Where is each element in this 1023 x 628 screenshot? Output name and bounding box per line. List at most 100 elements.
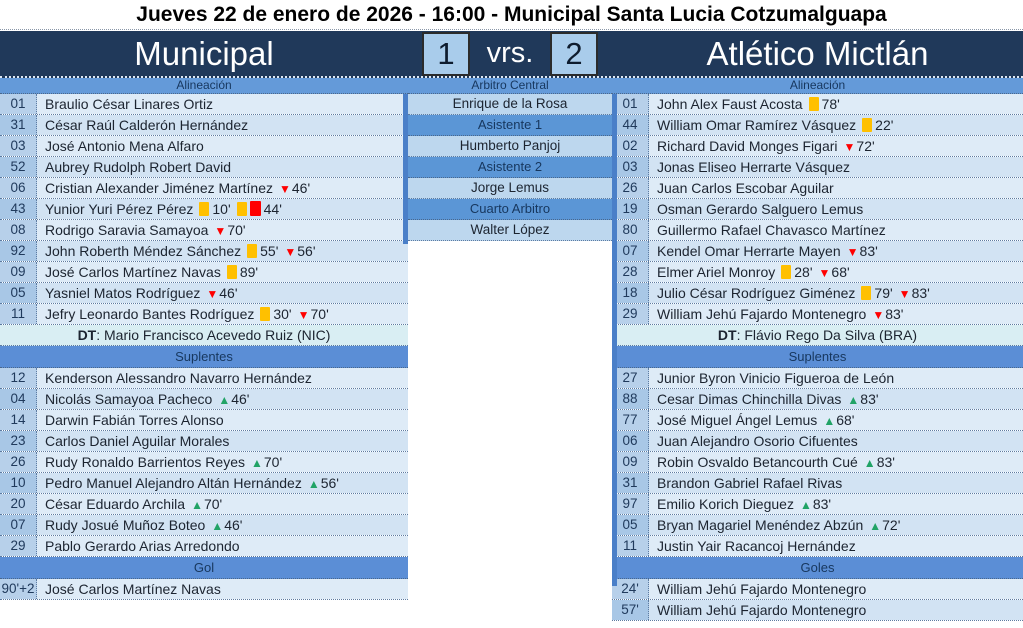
- player-row: 02 Richard David Monges Figari ▼72': [612, 136, 1023, 157]
- shirt-number: 92: [0, 241, 37, 261]
- away-subs-list: 27 Junior Byron Vinicio Figueroa de León 8…: [612, 368, 1023, 557]
- yellow-card-icon: [862, 118, 873, 132]
- player-row: 80 Guillermo Rafael Chavasco Martínez: [612, 220, 1023, 241]
- player-name: Darwin Fabián Torres Alonso: [37, 410, 408, 430]
- player-row: 18 Julio César Rodríguez Giménez 79' ▼83': [612, 283, 1023, 304]
- player-name-text: Yasniel Matos Rodríguez: [45, 285, 201, 301]
- event-minute: 83': [911, 285, 930, 301]
- shirt-number: 09: [612, 452, 649, 472]
- player-name: Bryan Magariel Menéndez Abzún ▲72': [649, 515, 1023, 535]
- event-minute: 83': [885, 306, 904, 322]
- player-name-text: Julio César Rodríguez Giménez: [657, 285, 856, 301]
- home-coach-row: DT: Mario Francisco Acevedo Ruiz (NIC): [0, 325, 408, 346]
- player-row: 92 John Roberth Méndez Sánchez 55' ▼56': [0, 241, 408, 262]
- player-row: 43 Yunior Yuri Pérez Pérez 10' 44': [0, 199, 408, 220]
- away-subs-header: Suplentes: [612, 346, 1023, 368]
- player-name-text: Juan Alejandro Osorio Cifuentes: [657, 433, 858, 449]
- yellow-card-icon: [226, 265, 237, 279]
- player-row: 26 Juan Carlos Escobar Aguilar: [612, 178, 1023, 199]
- player-name: Cristian Alexander Jiménez Martínez ▼46': [37, 178, 408, 198]
- player-name-text: Cesar Dimas Chinchilla Divas: [657, 391, 842, 407]
- player-name-text: Bryan Magariel Menéndez Abzún: [657, 517, 864, 533]
- shirt-number: 80: [612, 220, 649, 240]
- player-name: Aubrey Rudolph Robert David: [37, 157, 408, 177]
- away-coach-row: DT: Flávio Rego Da Silva (BRA): [612, 325, 1023, 346]
- player-name-text: Juan Carlos Escobar Aguilar: [657, 180, 834, 196]
- player-row: 23 Carlos Daniel Aguilar Morales: [0, 431, 408, 452]
- away-lineup-header: Alineación: [612, 78, 1023, 94]
- player-name: Carlos Daniel Aguilar Morales: [37, 431, 408, 451]
- player-name: Yasniel Matos Rodríguez ▼46': [37, 283, 408, 303]
- player-row: 31 César Raúl Calderón Hernández: [0, 115, 408, 136]
- sub-out-icon: ▼: [846, 245, 859, 259]
- player-name-text: Darwin Fabián Torres Alonso: [45, 412, 224, 428]
- player-name: Rudy Josué Muñoz Boteo ▲46': [37, 515, 408, 535]
- shirt-number: 28: [612, 262, 649, 282]
- player-row: 07 Rudy Josué Muñoz Boteo ▲46': [0, 515, 408, 536]
- player-name: Jonas Eliseo Herrarte Vásquez: [649, 157, 1023, 177]
- shirt-number: 20: [0, 494, 37, 514]
- shirt-number: 31: [612, 473, 649, 493]
- home-team-panel: Alineación 01 Braulio César Linares Ortiz…: [0, 78, 408, 600]
- home-score-box: 1: [422, 31, 470, 76]
- player-name-text: Carlos Daniel Aguilar Morales: [45, 433, 230, 449]
- coach-label: DT: [77, 327, 97, 343]
- player-row: 12 Kenderson Alessandro Navarro Hernández: [0, 368, 408, 389]
- fourth-official-name: Walter López: [408, 220, 612, 241]
- away-goals-list: 24' William Jehú Fajardo Montenegro 57' Wil…: [612, 579, 1023, 621]
- referee-header: Arbitro Central: [408, 78, 612, 94]
- player-name: Julio César Rodríguez Giménez 79' ▼83': [649, 283, 1023, 303]
- player-name-text: Elmer Ariel Monroy: [657, 264, 776, 280]
- player-row: 10 Pedro Manuel Alejandro Altán Hernández…: [0, 473, 408, 494]
- sub-in-icon: ▲: [211, 519, 224, 533]
- event-minute: 55': [260, 243, 279, 259]
- assistant1-name: Humberto Panjoj: [408, 136, 612, 157]
- shirt-number: 29: [0, 536, 37, 556]
- event-minute: 56': [297, 243, 316, 259]
- player-name-text: Nicolás Samayoa Pacheco: [45, 391, 213, 407]
- home-subs-header: Suplentes: [0, 346, 408, 368]
- player-row: 31 Brandon Gabriel Rafael Rivas: [612, 473, 1023, 494]
- yellow-card-icon: [861, 286, 872, 300]
- sub-out-icon: ▼: [284, 245, 297, 259]
- scoreboard-band: Municipal 1 vrs. 2 Atlético Mictlán: [0, 31, 1023, 78]
- sub-out-icon: ▼: [872, 308, 885, 322]
- sub-out-icon: ▼: [297, 308, 310, 322]
- player-name: Nicolás Samayoa Pacheco ▲46': [37, 389, 408, 409]
- shirt-number: 05: [612, 515, 649, 535]
- player-name: John Roberth Méndez Sánchez 55' ▼56': [37, 241, 408, 261]
- shirt-number: 44: [612, 115, 649, 135]
- player-name-text: Osman Gerardo Salguero Lemus: [657, 201, 864, 217]
- player-row: 19 Osman Gerardo Salguero Lemus: [612, 199, 1023, 220]
- player-name-text: Rodrigo Saravia Samayoa: [45, 222, 209, 238]
- match-title: Jueves 22 de enero de 2026 - 16:00 - Mun…: [0, 0, 1023, 30]
- table-edge-strip: [403, 94, 408, 244]
- player-name-text: Justin Yair Racancoj Hernández: [657, 538, 856, 554]
- player-row: 88 Cesar Dimas Chinchilla Divas ▲83': [612, 389, 1023, 410]
- home-goals-list: 90'+2 José Carlos Martínez Navas: [0, 579, 408, 600]
- shirt-number: 18: [612, 283, 649, 303]
- shirt-number: 26: [612, 178, 649, 198]
- player-name: Osman Gerardo Salguero Lemus: [649, 199, 1023, 219]
- player-name: William Jehú Fajardo Montenegro: [649, 600, 1023, 620]
- player-row: 09 Robin Osvaldo Betancourth Cué ▲83': [612, 452, 1023, 473]
- sub-in-icon: ▲: [218, 393, 231, 407]
- player-name-text: William Omar Ramírez Vásquez: [657, 117, 857, 133]
- shirt-number: 07: [0, 515, 37, 535]
- player-name: Braulio César Linares Ortiz: [37, 94, 408, 114]
- player-name: César Raúl Calderón Hernández: [37, 115, 408, 135]
- player-name-text: Pedro Manuel Alejandro Altán Hernández: [45, 475, 302, 491]
- player-name-text: José Antonio Mena Alfaro: [45, 138, 204, 154]
- player-name-text: William Jehú Fajardo Montenegro: [657, 581, 867, 597]
- player-row: 01 John Alex Faust Acosta 78': [612, 94, 1023, 115]
- shirt-number: 77: [612, 410, 649, 430]
- shirt-number: 43: [0, 199, 37, 219]
- yellow-card-icon: [781, 265, 792, 279]
- player-name-text: William Jehú Fajardo Montenegro: [657, 602, 867, 618]
- player-name: Richard David Monges Figari ▼72': [649, 136, 1023, 156]
- event-minute: 70': [227, 222, 246, 238]
- event-minute: 83': [812, 496, 832, 512]
- player-name-text: Kenderson Alessandro Navarro Hernández: [45, 370, 312, 386]
- player-row: 29 Pablo Gerardo Arias Arredondo: [0, 536, 408, 557]
- player-row: 14 Darwin Fabián Torres Alonso: [0, 410, 408, 431]
